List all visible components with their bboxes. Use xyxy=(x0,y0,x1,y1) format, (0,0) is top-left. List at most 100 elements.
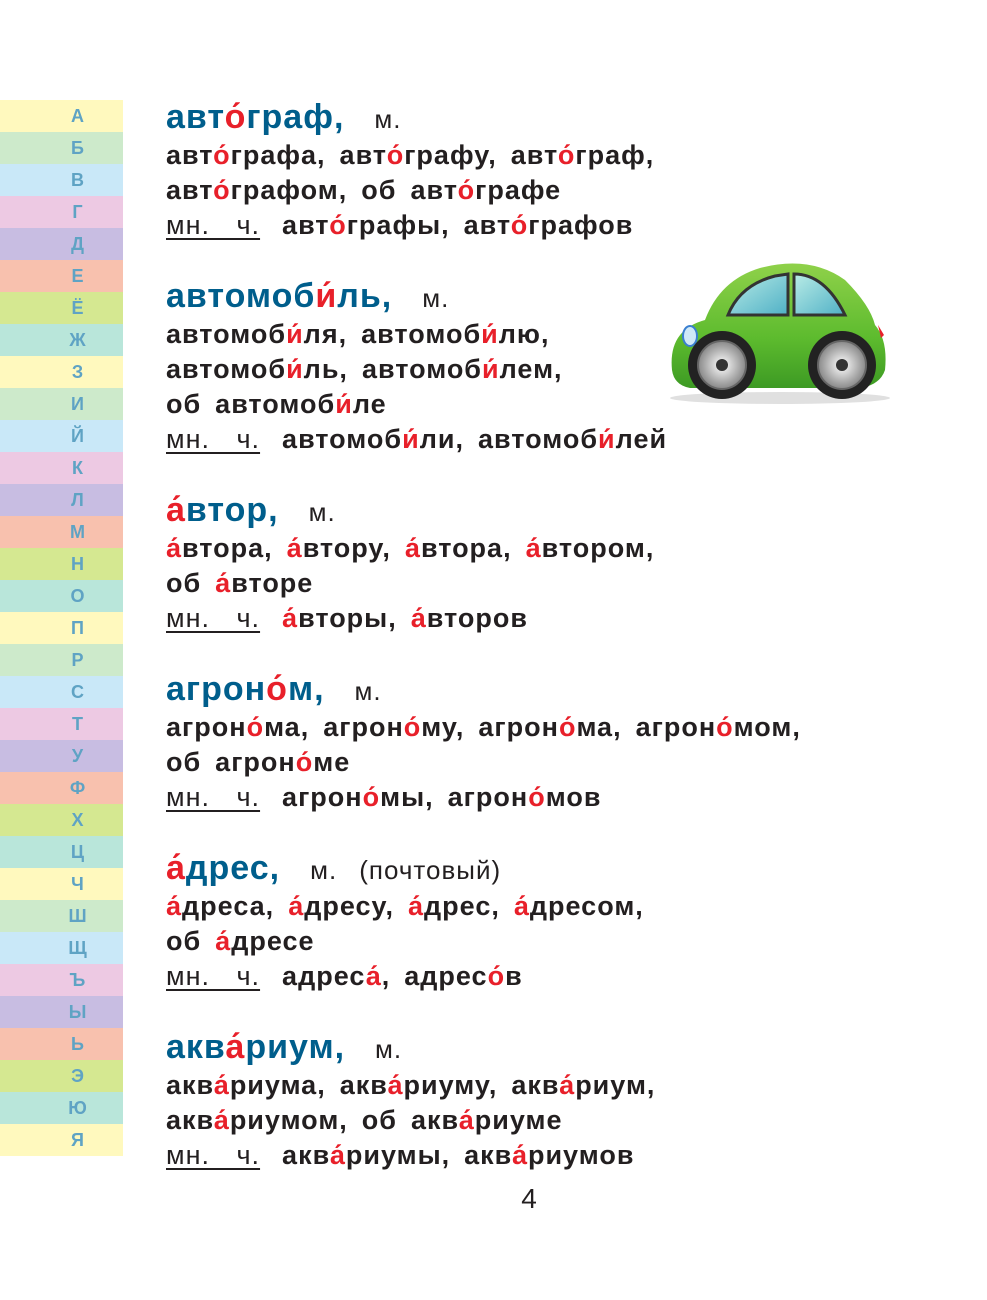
alphabet-letter[interactable]: З xyxy=(0,356,123,388)
gender-label: м. xyxy=(310,855,338,885)
word-form: а́дресе xyxy=(215,926,315,956)
alphabet-letter[interactable]: Й xyxy=(0,420,123,452)
word-form: об xyxy=(166,926,202,956)
word-form: а́втора, xyxy=(166,533,273,563)
word-form: а́дресом, xyxy=(513,891,644,921)
word-form: а́дреса, xyxy=(166,891,275,921)
word-form: агроно́му, xyxy=(323,712,465,742)
alphabet-letter[interactable]: И xyxy=(0,388,123,420)
plural-line: мн. ч. автомоби́ли, автомоби́лей xyxy=(166,422,926,457)
declension-line: а́дреса, а́дресу, а́дрес, а́дресом, xyxy=(166,889,926,924)
alphabet-letter[interactable]: Э xyxy=(0,1060,123,1092)
stressed-letter: а́ xyxy=(513,891,530,921)
dictionary-entry: автомоби́ль, м. автомоби́ля, автомоби́лю, ав… xyxy=(166,278,926,457)
alphabet-letter[interactable]: Г xyxy=(0,196,123,228)
dictionary-entry: аква́риум, м. аква́риума, аква́риуму, аква́р… xyxy=(166,1029,926,1173)
stressed-letter: и́ xyxy=(402,424,420,454)
word-form: автомоби́ля, xyxy=(166,319,348,349)
declension-line: об а́дресе xyxy=(166,924,926,959)
headword: авто́граф, xyxy=(166,98,345,136)
alphabet-letter[interactable]: М xyxy=(0,516,123,548)
word-form: аква́риуме xyxy=(410,1105,563,1135)
stressed-letter: о́ xyxy=(558,712,577,742)
stressed-letter: и́ xyxy=(598,424,616,454)
stressed-letter: о́ xyxy=(457,175,476,205)
stressed-letter: а́ xyxy=(410,603,427,633)
stressed-letter: и́ xyxy=(286,319,304,349)
headword: а́дрес, xyxy=(166,849,281,887)
word-form: автомоби́ль, xyxy=(166,354,348,384)
alphabet-letter[interactable]: Х xyxy=(0,804,123,836)
alphabet-letter[interactable]: Л xyxy=(0,484,123,516)
plural-label: мн. ч. xyxy=(166,782,261,812)
stressed-letter: а́ xyxy=(166,849,186,887)
stressed-letter: а́ xyxy=(365,961,382,991)
alphabet-letter[interactable]: Щ xyxy=(0,932,123,964)
word-form: авто́графе xyxy=(410,175,562,205)
alphabet-letter[interactable]: Ф xyxy=(0,772,123,804)
declension-line: аква́риума, аква́риуму, аква́риум, xyxy=(166,1068,926,1103)
word-form: авто́граф, xyxy=(510,140,655,170)
usage-note: (почтовый) xyxy=(359,855,502,885)
alphabet-letter[interactable]: Ю xyxy=(0,1092,123,1124)
plural-form: агроно́мы, xyxy=(282,782,434,812)
alphabet-letter[interactable]: У xyxy=(0,740,123,772)
stressed-letter: а́ xyxy=(408,891,425,921)
headword-line: агроно́м, м. xyxy=(166,671,926,710)
alphabet-letter[interactable]: Я xyxy=(0,1124,123,1156)
headword-line: а́дрес, м. (почтовый) xyxy=(166,850,926,889)
gender-label: м. xyxy=(354,676,382,706)
alphabet-letter[interactable]: Е xyxy=(0,260,123,292)
alphabet-letter[interactable]: А xyxy=(0,100,123,132)
stressed-letter: а́ xyxy=(166,533,183,563)
declension-line: об а́вторе xyxy=(166,566,926,601)
word-form: об xyxy=(166,389,202,419)
stressed-letter: а́ xyxy=(282,603,299,633)
word-form: аква́риума, xyxy=(166,1070,326,1100)
stressed-letter: а́ xyxy=(215,568,232,598)
alphabet-letter[interactable]: Ч xyxy=(0,868,123,900)
word-form: а́втором, xyxy=(525,533,655,563)
declension-line: об агроно́ме xyxy=(166,745,926,780)
alphabet-letter[interactable]: С xyxy=(0,676,123,708)
plural-line: мн. ч. а́вторы, а́второв xyxy=(166,601,926,636)
alphabet-letter[interactable]: Б xyxy=(0,132,123,164)
alphabet-letter[interactable]: Ё xyxy=(0,292,123,324)
alphabet-letter[interactable]: Ъ xyxy=(0,964,123,996)
stressed-letter: и́ xyxy=(286,354,304,384)
plural-line: мн. ч. авто́графы, авто́графов xyxy=(166,208,926,243)
alphabet-letter[interactable]: В xyxy=(0,164,123,196)
alphabet-letter[interactable]: Т xyxy=(0,708,123,740)
plural-form: агроно́мов xyxy=(447,782,602,812)
stressed-letter: о́ xyxy=(716,712,734,742)
alphabet-letter[interactable]: Н xyxy=(0,548,123,580)
alphabet-letter[interactable]: О xyxy=(0,580,123,612)
dictionary-entry: авто́граф, м. авто́графа, авто́графу, авто́г… xyxy=(166,99,926,243)
page-number: 4 xyxy=(521,1183,537,1214)
alphabet-letter[interactable]: Ь xyxy=(0,1028,123,1060)
word-form: авто́графу, xyxy=(339,140,497,170)
declension-line: автомоби́ль, автомоби́лем, xyxy=(166,352,926,387)
stressed-letter: а́ xyxy=(166,891,183,921)
plural-form: адреса́, xyxy=(282,961,391,991)
stressed-letter: о́ xyxy=(362,782,381,812)
alphabet-letter[interactable]: Р xyxy=(0,644,123,676)
plural-label: мн. ч. xyxy=(166,424,261,454)
alphabet-letter[interactable]: Д xyxy=(0,228,123,260)
alphabet-letter[interactable]: Ш xyxy=(0,900,123,932)
alphabet-letter[interactable]: П xyxy=(0,612,123,644)
alphabet-letter[interactable]: К xyxy=(0,452,123,484)
word-form: аква́риумом, xyxy=(166,1105,348,1135)
alphabet-letter[interactable]: Ц xyxy=(0,836,123,868)
alphabet-letter[interactable]: Ж xyxy=(0,324,123,356)
word-form: агроно́ма, xyxy=(166,712,310,742)
word-form: об xyxy=(166,568,202,598)
stressed-letter: а́ xyxy=(329,1140,346,1170)
stressed-letter: о́ xyxy=(246,712,265,742)
word-form: автомоби́лю, xyxy=(361,319,550,349)
alphabet-letter[interactable]: Ы xyxy=(0,996,123,1028)
stressed-letter: а́ xyxy=(387,1070,404,1100)
headword: аква́риум, xyxy=(166,1028,346,1066)
plural-form: автомоби́ли, xyxy=(282,424,464,454)
